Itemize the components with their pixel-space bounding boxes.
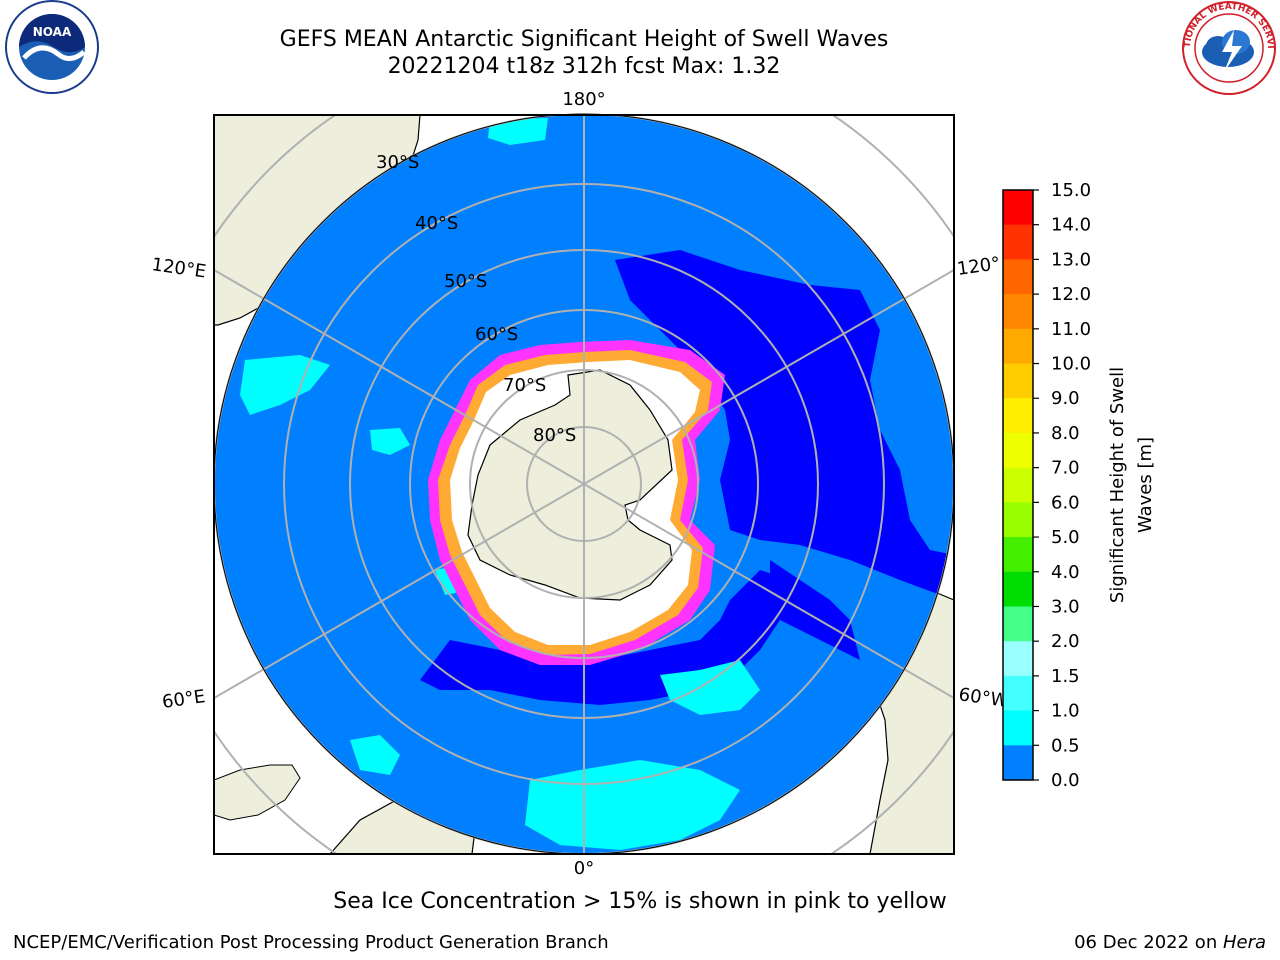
colorbar-segment [1003,363,1033,399]
land-antarctica [467,369,673,601]
colorbar-tick-label: 10.0 [1051,354,1091,375]
colorbar: 15.0 14.0 13.0 12.0 11.0 10.0 9.0 8.0 7.0 6.0 5.0 4… [1002,180,1091,791]
colorbar-segment [1003,328,1033,365]
colorbar-tick-label: 1.5 [1051,666,1080,687]
colorbar-tick-label: 13.0 [1051,249,1091,270]
colorbar-segment [1003,259,1033,295]
footer-credit: NCEP/EMC/Verification Post Processing Pr… [13,932,609,953]
lat-label-80s: 80°S [533,425,576,446]
sea-ice-note: Sea Ice Concentration > 15% is shown in … [333,889,947,914]
colorbar-tick-label: 5.0 [1051,527,1080,548]
colorbar-segment [1003,432,1033,469]
lat-label-60s: 60°S [475,324,518,345]
colorbar-label-line2: Waves [m] [1135,437,1156,533]
chart-subtitle: 20221204 t18z 312h fcst Max: 1.32 [387,54,781,79]
colorbar-segment [1003,502,1033,538]
colorbar-segment [1003,641,1033,677]
colorbar-segment [1003,467,1033,503]
colorbar-segment [1003,190,1033,226]
colorbar-tick-label: 15.0 [1051,180,1091,201]
lon-label-120e: 120°E [150,254,207,282]
lon-label-120w: 120° [956,253,1002,280]
footer-date-text: 06 Dec 2022 on [1074,932,1223,953]
colorbar-tick-label: 2.0 [1051,631,1080,652]
footer-date: 06 Dec 2022 on Hera [1074,932,1266,953]
colorbar-tick-label: 12.0 [1051,284,1091,305]
colorbar-tick-label: 1.0 [1051,701,1080,722]
lat-label-40s: 40°S [415,213,458,234]
colorbar-tick-label: 6.0 [1051,492,1080,513]
lon-label-60w: 60°W [957,684,1009,712]
land-madagascar [214,764,301,821]
nws-logo: NATIONAL WEATHER SERVICE [1178,0,1276,95]
colorbar-segment [1003,398,1033,434]
colorbar-tick-label: 3.0 [1051,596,1080,617]
lon-label-180: 180° [562,89,605,110]
colorbar-segment [1003,537,1033,573]
colorbar-tick-label: 9.0 [1051,388,1080,409]
colorbar-tick-label: 0.5 [1051,735,1080,756]
graticule [214,115,954,854]
colorbar-segment [1003,710,1033,746]
colorbar-label-line1: Significant Height of Swell [1107,367,1128,603]
footer-machine: Hera [1222,932,1266,953]
colorbar-tick-label: 8.0 [1051,423,1080,444]
map-frame [213,114,955,855]
lon-label-60e: 60°E [161,686,207,713]
lat-label-50s: 50°S [444,271,487,292]
colorbar-segment [1003,745,1033,781]
colorbar-segment [1003,571,1033,607]
lat-label-70s: 70°S [503,375,546,396]
colorbar-tick-label: 11.0 [1051,319,1091,340]
colorbar-frame [1002,189,1034,781]
colorbar-tick-label: 14.0 [1051,215,1091,236]
colorbar-tick-label: 0.0 [1051,770,1080,791]
lat-label-30s: 30°S [376,152,419,173]
colorbar-tick-label: 7.0 [1051,458,1080,479]
colorbar-segment [1003,294,1033,330]
colorbar-tick-label: 4.0 [1051,562,1080,583]
colorbar-segment [1003,224,1033,260]
chart-title: GEFS MEAN Antarctic Significant Height o… [279,27,889,52]
colorbar-segment [1003,675,1033,712]
noaa-logo-text: NOAA [33,25,72,39]
lon-label-0: 0° [574,858,594,879]
colorbar-segment [1003,606,1033,642]
noaa-logo: NOAA [5,0,99,94]
